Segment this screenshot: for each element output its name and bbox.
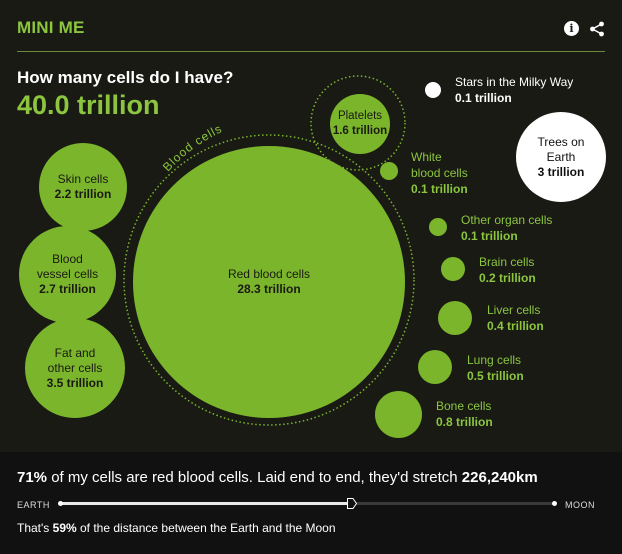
fat-cells-bubble[interactable]: Fat and other cells 3.5 trillion — [25, 318, 125, 418]
platelets-bubble[interactable]: Platelets 1.6 trillion — [330, 94, 390, 154]
lung-cells-text: Lung cells 0.5 trillion — [467, 352, 524, 384]
lung-cells-label: Lung cells — [467, 353, 522, 367]
app-title: MINI ME — [17, 18, 85, 37]
white-blood-cells-label-1: White — [411, 150, 442, 164]
liver-cells-value: 0.4 trillion — [487, 319, 544, 333]
skin-cells-bubble[interactable]: Skin cells 2.2 trillion — [39, 143, 127, 231]
stars-label: Stars in the Milky Way — [455, 75, 574, 89]
blood-vessel-cells-value: 2.7 trillion — [39, 282, 96, 296]
info-icon[interactable]: i — [564, 21, 579, 36]
stars-bubble[interactable] — [425, 82, 441, 98]
blood-vessel-cells-label-1: Blood — [52, 252, 83, 266]
summary-percent: 71% — [17, 469, 48, 486]
white-blood-cells-text: White blood cells 0.1 trillion — [411, 149, 468, 197]
bone-cells-label: Bone cells — [436, 399, 492, 413]
platelets-value: 1.6 trillion — [332, 125, 388, 137]
moon-label: MOON — [565, 500, 595, 510]
total-cells: 40.0 trillion — [17, 90, 160, 120]
skin-cells-label: Skin cells — [57, 172, 109, 186]
moon-dot — [552, 501, 557, 506]
distance-statement: That's 59% of the distance between the E… — [17, 521, 336, 535]
header-divider — [17, 51, 605, 52]
red-blood-cells-label: Red blood cells — [227, 267, 311, 281]
trees-label-2: Earth — [546, 149, 576, 164]
share-icon[interactable] — [589, 21, 605, 37]
bone-cells-text: Bone cells 0.8 trillion — [436, 398, 493, 430]
fat-cells-label-2: other cells — [47, 360, 103, 375]
footer-panel: 71% of my cells are red blood cells. Lai… — [0, 452, 622, 554]
progress-marker-icon — [347, 498, 358, 509]
summary-distance: 226,240km — [461, 469, 538, 486]
other-organ-cells-label: Other organ cells — [461, 213, 553, 227]
header: MINI ME i — [0, 0, 622, 52]
platelets-label: Platelets — [337, 110, 383, 122]
question-heading: How many cells do I have? — [17, 68, 234, 87]
red-cells-summary: 71% of my cells are red blood cells. Lai… — [17, 469, 538, 486]
brain-cells-bubble[interactable] — [441, 257, 465, 281]
distance-suffix: of the distance between the Earth and th… — [76, 521, 336, 535]
blood-vessel-cells-bubble[interactable]: Blood vessel cells 2.7 trillion — [19, 226, 116, 323]
white-blood-cells-label-2: blood cells — [411, 166, 468, 180]
lung-cells-value: 0.5 trillion — [467, 369, 524, 383]
trees-bubble[interactable]: Trees on Earth 3 trillion — [516, 112, 606, 202]
stars-text: Stars in the Milky Way 0.1 trillion — [455, 74, 573, 106]
white-blood-cells-bubble[interactable] — [380, 162, 398, 180]
trees-value: 3 trillion — [537, 164, 585, 179]
fat-cells-label-1: Fat and — [54, 345, 96, 360]
liver-cells-label: Liver cells — [487, 303, 541, 317]
distance-track — [58, 501, 557, 506]
brain-cells-value: 0.2 trillion — [479, 271, 536, 285]
bone-cells-value: 0.8 trillion — [436, 415, 493, 429]
red-blood-cells-bubble[interactable]: Red blood cells 28.3 trillion — [133, 146, 405, 418]
distance-prefix: That's — [17, 521, 53, 535]
earth-label: EARTH — [17, 500, 50, 510]
lung-cells-bubble[interactable] — [418, 350, 452, 384]
other-organ-cells-value: 0.1 trillion — [461, 229, 518, 243]
blood-vessel-cells-label-2: vessel cells — [36, 267, 99, 281]
stars-value: 0.1 trillion — [455, 91, 512, 105]
trees-label-1: Trees on — [537, 134, 585, 149]
distance-percent: 59% — [52, 521, 77, 535]
white-blood-cells-value: 0.1 trillion — [411, 182, 468, 196]
bone-cells-bubble[interactable] — [375, 391, 422, 438]
skin-cells-value: 2.2 trillion — [54, 187, 112, 201]
liver-cells-bubble[interactable] — [438, 301, 472, 335]
brain-cells-label: Brain cells — [479, 255, 535, 269]
liver-cells-text: Liver cells 0.4 trillion — [487, 302, 544, 334]
earth-dot — [58, 501, 63, 506]
summary-text: of my cells are red blood cells. Laid en… — [47, 469, 462, 486]
red-blood-cells-value: 28.3 trillion — [237, 282, 301, 296]
other-organ-cells-bubble[interactable] — [429, 218, 447, 236]
fat-cells-value: 3.5 trillion — [46, 375, 104, 390]
other-organ-cells-text: Other organ cells 0.1 trillion — [461, 212, 552, 244]
distance-progress-fill — [59, 502, 353, 505]
brain-cells-text: Brain cells 0.2 trillion — [479, 254, 536, 286]
